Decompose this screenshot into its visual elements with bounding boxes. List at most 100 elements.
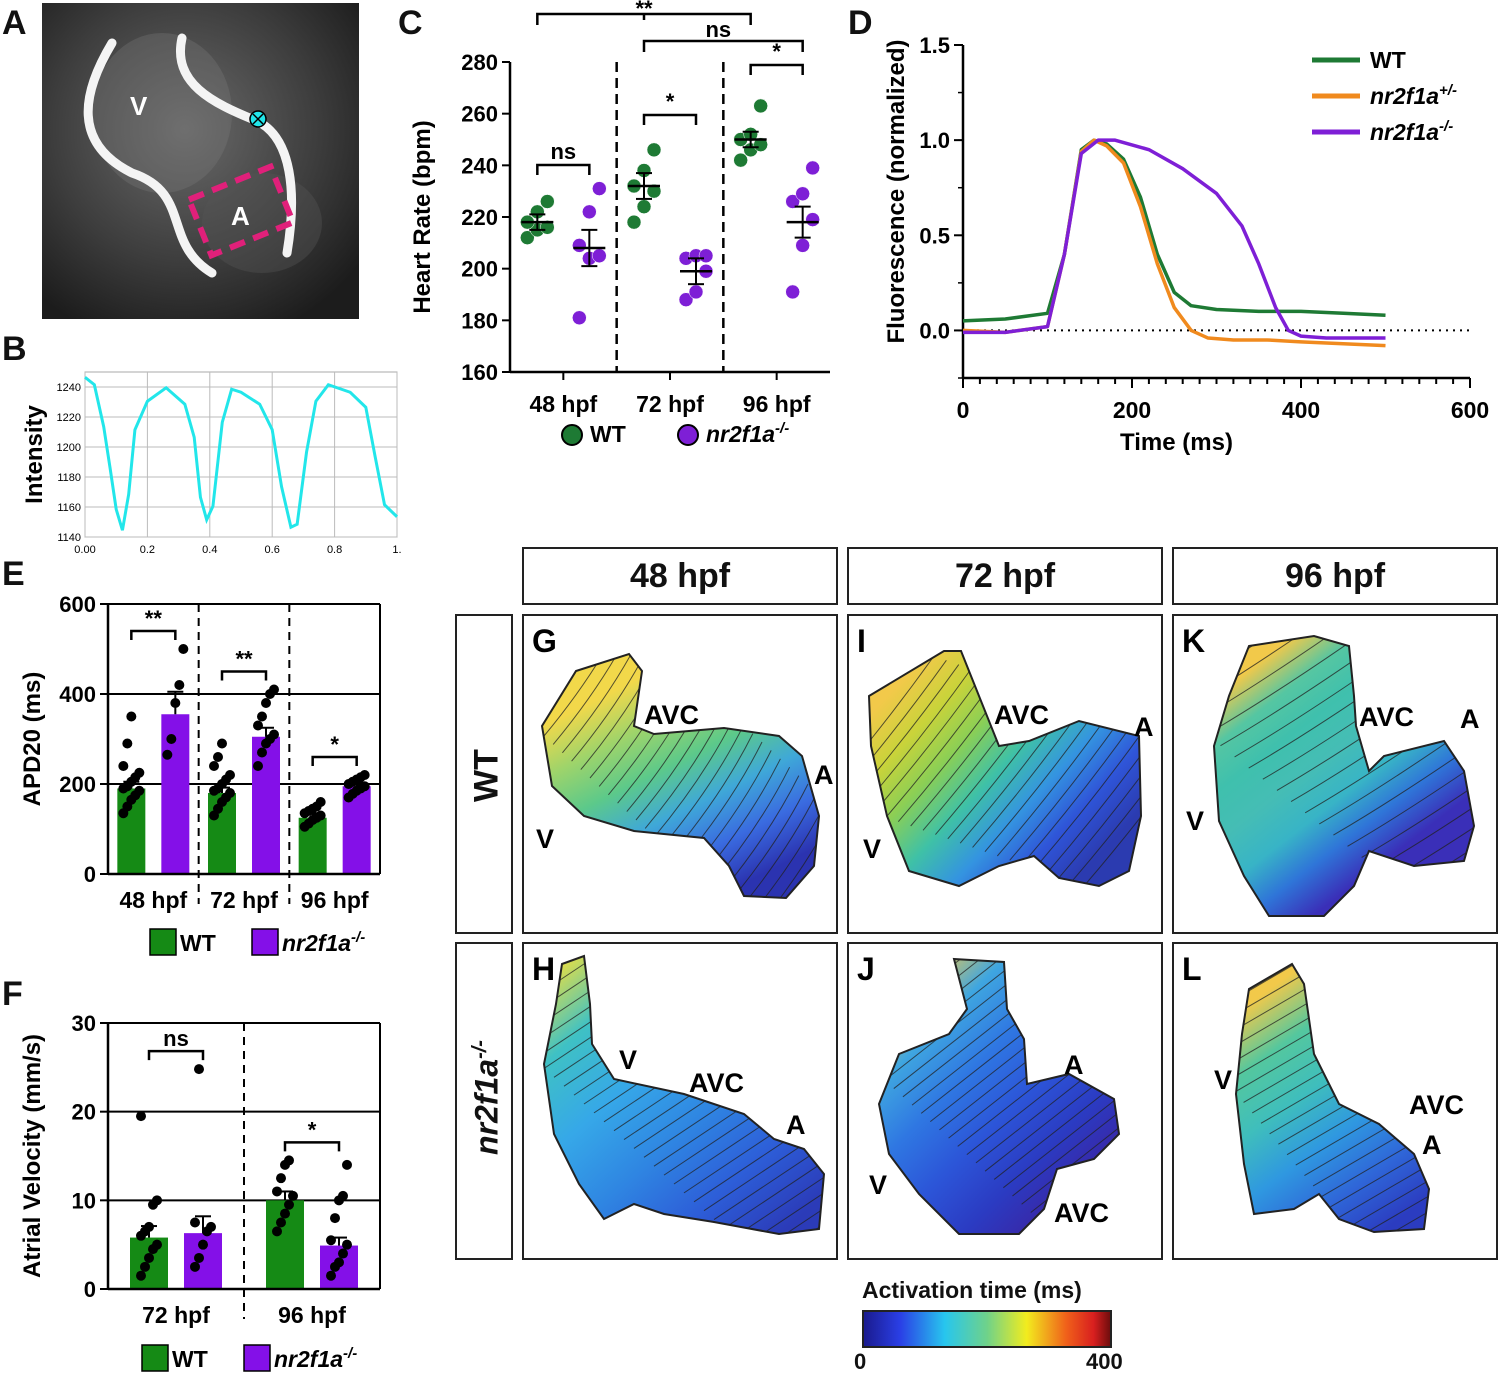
c-point <box>636 199 652 214</box>
c-point <box>520 230 535 245</box>
bg-E-point <box>261 698 271 708</box>
panel-letter-a: A <box>2 4 27 42</box>
bg-F-bar <box>130 1237 168 1289</box>
map-I-label-0: AVC <box>994 700 1049 730</box>
colorbar-min: 0 <box>854 1349 867 1374</box>
c-sig-across-2: ns <box>705 17 731 42</box>
map-G-heart-shape <box>540 652 821 900</box>
bg-E-ytick: 200 <box>59 772 96 797</box>
bg-E-point <box>126 711 137 722</box>
panel-a-microscopy: V A <box>42 3 359 319</box>
map-H-letter: H <box>532 951 555 987</box>
d-xtick: 400 <box>1282 397 1320 423</box>
c-sig: * <box>666 89 675 114</box>
bg-F-group-label: 96 hpf <box>278 1302 346 1328</box>
map-G-label-0: AVC <box>644 700 699 730</box>
c-sig-across-1: ** <box>635 0 653 21</box>
c-point <box>646 142 662 158</box>
map-J-letter: J <box>857 951 875 987</box>
bg-E-sig: ** <box>235 647 253 672</box>
roi-box <box>185 162 297 260</box>
b-ytick: 1160 <box>57 502 81 514</box>
bg-F-ytick: 30 <box>72 1011 96 1036</box>
heart-image: V A <box>42 3 359 319</box>
bg-F-sig: * <box>308 1117 317 1142</box>
d-ylabel: Fluorescence (normalized) <box>883 39 910 343</box>
c-point <box>805 212 820 227</box>
b-ytick: 1200 <box>57 442 81 454</box>
bg-F-point <box>342 1239 352 1250</box>
bg-F-point <box>326 1270 336 1281</box>
c-legend-wt: WT <box>590 421 626 447</box>
row-header-wt: WT <box>455 614 513 934</box>
b-ytick: 1220 <box>57 412 81 424</box>
bg-F-point <box>284 1199 294 1210</box>
map-panel-l: V AVC A L <box>1172 942 1498 1260</box>
bg-E-point <box>225 788 235 798</box>
bg-E-legend-wt: WT <box>180 930 216 956</box>
bg-E-point <box>134 785 145 796</box>
panel-letter-e: E <box>2 555 25 593</box>
d-trace-2 <box>963 138 1386 340</box>
c-point <box>592 181 607 196</box>
map-L-letter: L <box>1182 951 1202 987</box>
panel-letter-c: C <box>398 4 423 42</box>
b-ytick: 1180 <box>57 472 81 484</box>
heart-outline-left <box>83 38 217 278</box>
c-ytick: 200 <box>461 257 498 282</box>
map-J-label-2: AVC <box>1054 1198 1109 1228</box>
bg-F-ytick: 10 <box>72 1188 96 1213</box>
map-G-letter: G <box>532 623 557 659</box>
c-point <box>678 292 694 307</box>
map-L-label-1: AVC <box>1409 1090 1464 1120</box>
atrium-label: A <box>231 201 250 231</box>
bg-E-point <box>213 752 223 762</box>
bg-F-point <box>198 1239 208 1250</box>
bg-E-point <box>359 770 370 780</box>
row-header-mut: nr2f1a-/- <box>455 942 513 1260</box>
bg-E-point <box>166 734 177 744</box>
panel-letter-f: F <box>2 975 23 1013</box>
bg-E-point <box>217 738 227 749</box>
colorbar-title: Activation time (ms) <box>862 1277 1082 1303</box>
map-K-letter: K <box>1182 623 1205 659</box>
map-panel-i: AVC A V I <box>847 614 1163 934</box>
c-point <box>785 194 800 209</box>
bg-F-legend-mut: nr2f1a-/- <box>274 1345 357 1372</box>
bg-F-point <box>338 1248 348 1259</box>
c-point <box>795 186 810 201</box>
c-ytick: 180 <box>461 308 498 333</box>
map-H-label-1: AVC <box>689 1068 744 1098</box>
map-panel-h: V AVC A H <box>522 942 838 1260</box>
bg-E-point <box>178 644 189 654</box>
map-L-label-2: A <box>1422 1130 1442 1160</box>
bg-E-bar <box>252 736 280 874</box>
bg-F-point <box>280 1208 290 1219</box>
bg-F-ylabel: Atrial Velocity (mm/s) <box>19 1034 46 1278</box>
panel-f-chart: 30 20 10 0 Atrial Velocity (mm/s) 72 hpf ns 96 … <box>19 1011 381 1372</box>
panel-e-chart: 600 400 200 0 APD20 (ms) 48 hpf ** 72 hpf ** 96 h… <box>19 592 381 956</box>
bg-F-point <box>284 1155 294 1166</box>
bg-F-point <box>276 1173 286 1184</box>
map-J-heart-shape <box>877 957 1121 1235</box>
c-group-label: 72 hpf <box>636 391 704 417</box>
c-ytick: 220 <box>461 205 498 230</box>
bg-F-point <box>136 1111 146 1122</box>
bg-E-legend-wt-swatch <box>149 928 177 956</box>
stage-header-72: 72 hpf <box>847 547 1163 605</box>
c-point <box>688 284 704 300</box>
d-ytick: 0.0 <box>919 318 950 343</box>
b-xtick: 0.00 <box>74 544 95 556</box>
map-J-label-1: V <box>869 1170 887 1200</box>
b-xtick: 1. <box>392 544 401 556</box>
d-ytick: 1.5 <box>919 33 950 58</box>
bg-F-legend-wt: WT <box>172 1346 208 1372</box>
bg-E-point <box>162 749 173 760</box>
c-point <box>626 214 642 230</box>
c-group-label: 48 hpf <box>529 391 597 417</box>
c-legend-mut-marker <box>677 424 699 446</box>
bg-F-point <box>288 1190 298 1201</box>
map-I-label-2: V <box>863 834 881 864</box>
d-xtick: 200 <box>1113 397 1151 423</box>
c-ytick: 160 <box>461 360 498 385</box>
